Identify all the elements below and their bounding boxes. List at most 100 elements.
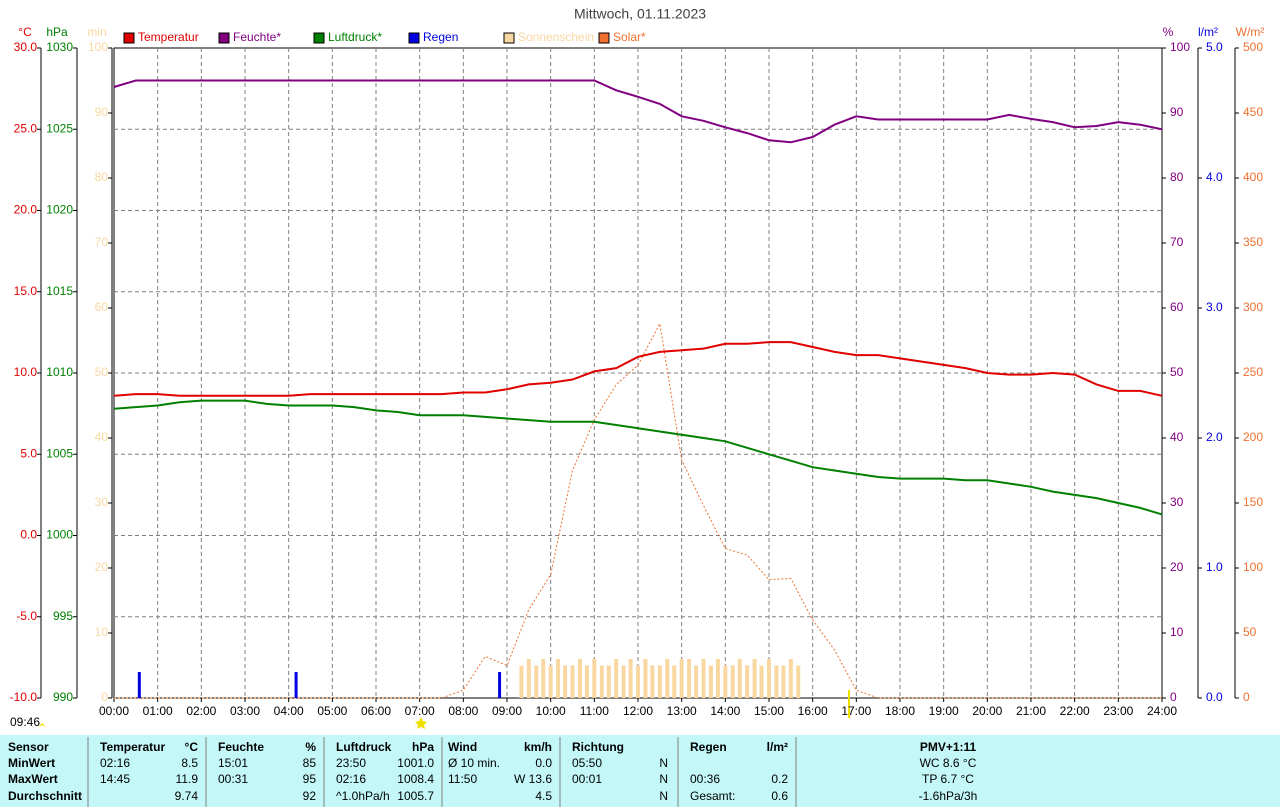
table-header-cell: hPa bbox=[412, 740, 434, 754]
x-tick-label: 04:00 bbox=[274, 704, 304, 718]
bar bbox=[621, 665, 626, 698]
bar bbox=[694, 665, 699, 698]
y-tick-label: 0.0 bbox=[1206, 690, 1223, 704]
y-tick-label: -5.0 bbox=[16, 609, 37, 623]
time-label: 09:46 bbox=[10, 715, 40, 729]
x-tick-label: 06:00 bbox=[361, 704, 391, 718]
bar bbox=[672, 665, 677, 698]
legend-swatch bbox=[123, 32, 135, 44]
bar bbox=[737, 659, 742, 698]
bar bbox=[636, 665, 640, 698]
x-tick-label: 21:00 bbox=[1016, 704, 1046, 718]
series-line bbox=[113, 79, 1163, 144]
time-marker bbox=[38, 719, 46, 727]
table-cell: ^1.0hPa/h bbox=[336, 789, 390, 803]
y-tick-label: 50 bbox=[95, 365, 109, 379]
y-tick-label: 15.0 bbox=[14, 284, 38, 298]
bar bbox=[498, 672, 502, 698]
x-tick-label: 07:00 bbox=[405, 704, 435, 718]
bar bbox=[541, 659, 546, 698]
table-cell: TP 6.7 °C bbox=[922, 772, 974, 786]
x-tick-label: 03:00 bbox=[230, 704, 260, 718]
table-header-cell: Temperatur bbox=[100, 740, 165, 754]
y-tick-label: 20 bbox=[95, 560, 109, 574]
legend-swatch bbox=[313, 32, 325, 44]
axis-title: % bbox=[1163, 25, 1174, 39]
y-tick-label: 0.0 bbox=[20, 528, 37, 542]
x-tick-label: 00:00 bbox=[99, 704, 129, 718]
bar bbox=[708, 665, 713, 698]
table-cell: 15:01 bbox=[218, 756, 248, 770]
table-separators bbox=[87, 737, 797, 807]
table-header-cell: Wind bbox=[448, 740, 477, 754]
table-cell: 05:50 bbox=[572, 756, 602, 770]
y-tick-label: 10.0 bbox=[14, 365, 38, 379]
x-tick-label: 05:00 bbox=[317, 704, 347, 718]
bar bbox=[294, 672, 298, 698]
legend-swatch bbox=[408, 32, 420, 44]
y-tick-label: 0 bbox=[1243, 690, 1250, 704]
x-tick-label: 09:00 bbox=[492, 704, 522, 718]
table-cell: 85 bbox=[303, 756, 317, 770]
x-tick-label: 11:00 bbox=[580, 704, 609, 718]
y-tick-label: 200 bbox=[1243, 430, 1263, 444]
bar bbox=[767, 659, 771, 698]
y-tick-label: 100 bbox=[1243, 560, 1263, 574]
y-tick-label: 20.0 bbox=[14, 203, 38, 217]
bar bbox=[592, 659, 597, 698]
y-tick-label: 1030 bbox=[46, 40, 73, 54]
bar bbox=[643, 659, 648, 698]
table-header-cell: l/m² bbox=[767, 740, 788, 754]
table-header-cell: Durchschnitt bbox=[8, 789, 82, 803]
axis-title: min bbox=[87, 25, 106, 39]
table-cell: N bbox=[659, 789, 668, 803]
bar bbox=[548, 665, 553, 698]
x-tick-label: 14:00 bbox=[710, 704, 740, 718]
y-tick-label: 995 bbox=[53, 609, 73, 623]
table-cell: 11:50 bbox=[448, 772, 477, 786]
y-tick-label: 0 bbox=[1170, 690, 1177, 704]
bar bbox=[519, 665, 524, 698]
bar bbox=[730, 665, 735, 698]
bar bbox=[774, 665, 779, 698]
x-tick-label: 20:00 bbox=[972, 704, 1002, 718]
bar bbox=[650, 665, 655, 698]
y-tick-label: 1010 bbox=[46, 365, 73, 379]
table-cell: 0.0 bbox=[535, 756, 552, 770]
y-tick-label: 30.0 bbox=[14, 40, 38, 54]
bar bbox=[628, 659, 633, 698]
y-tick-label: 500 bbox=[1243, 40, 1263, 54]
table-cell: 1008.4 bbox=[397, 772, 434, 786]
y-tick-label: 40 bbox=[95, 430, 109, 444]
table-header-cell: % bbox=[305, 740, 316, 754]
table-cell: 23:50 bbox=[336, 756, 366, 770]
axis-title: l/m² bbox=[1198, 25, 1218, 39]
bar bbox=[745, 665, 750, 698]
y-tick-label: 1020 bbox=[46, 203, 73, 217]
table-cell: Gesamt: bbox=[690, 789, 735, 803]
table-cell: 11.9 bbox=[176, 772, 199, 786]
y-tick-label: 10 bbox=[1170, 625, 1184, 639]
y-tick-label: 80 bbox=[95, 170, 109, 184]
y-tick-label: 25.0 bbox=[14, 121, 38, 135]
table-cell: 00:01 bbox=[572, 772, 602, 786]
table-cell: 02:16 bbox=[100, 756, 130, 770]
series-line bbox=[113, 341, 1163, 397]
table-cell: 0.2 bbox=[771, 772, 788, 786]
bar bbox=[584, 665, 589, 698]
legend-label: Solar* bbox=[613, 30, 646, 44]
legend-swatch bbox=[503, 32, 515, 44]
table-header-cell: Feuchte bbox=[218, 740, 264, 754]
x-tick-label: 24:00 bbox=[1147, 704, 1177, 718]
y-tick-label: 990 bbox=[53, 690, 73, 704]
table-cell: 9.74 bbox=[175, 789, 199, 803]
x-tick-label: 17:00 bbox=[841, 704, 871, 718]
y-tick-label: 5.0 bbox=[1206, 40, 1223, 54]
x-tick-label: 01:00 bbox=[143, 704, 173, 718]
table-cell: WC 8.6 °C bbox=[920, 756, 977, 770]
bar bbox=[665, 659, 670, 698]
bar bbox=[563, 665, 568, 698]
chart-title: Mittwoch, 01.11.2023 bbox=[574, 6, 706, 22]
bar bbox=[788, 659, 793, 698]
